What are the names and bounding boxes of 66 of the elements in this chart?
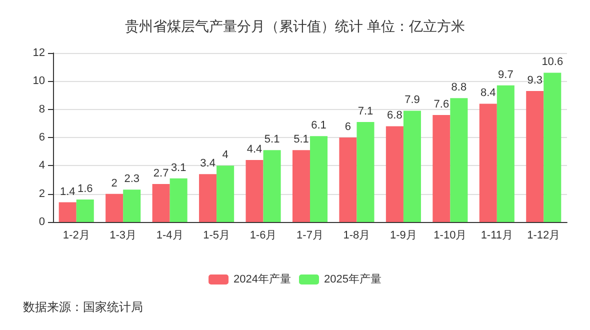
bar: [152, 184, 170, 222]
y-tick-label: 0: [38, 216, 45, 228]
x-tick-label: 1-11月: [480, 230, 514, 242]
data-label: 2: [111, 177, 118, 190]
bar: [76, 199, 94, 222]
y-tick-label: 2: [38, 188, 45, 200]
data-label: 3.1: [170, 162, 186, 174]
x-tick-label: 1-8月: [343, 230, 370, 242]
data-label: 1.4: [60, 186, 76, 198]
bar: [339, 138, 357, 222]
bar: [544, 72, 562, 222]
data-label: 9.7: [498, 68, 514, 81]
data-label: 6: [344, 121, 352, 133]
bar: [526, 91, 544, 222]
bar: [170, 178, 188, 222]
legend-label: 2024年产量: [234, 272, 292, 286]
x-tick-label: 1-12月: [527, 230, 560, 242]
y-tick-label: 8: [38, 103, 45, 116]
bar: [356, 122, 374, 222]
legend-label: 2025年产量: [324, 272, 382, 286]
x-tick-label: 1-4月: [156, 230, 184, 242]
data-label: 3.4: [200, 158, 216, 170]
x-tick-label: 1-9月: [390, 230, 417, 242]
x-tick-label: 1-7月: [296, 230, 324, 242]
bar: [58, 202, 76, 222]
chart-title: 贵州省煤层气产量分月（累计值）统计 单位：亿立方米: [125, 18, 465, 34]
bar: [199, 174, 217, 222]
data-label: 7.1: [358, 106, 374, 118]
data-label: 4.4: [246, 144, 262, 156]
bar: [496, 85, 514, 222]
data-label: 5.1: [264, 134, 280, 146]
x-tick-label: 1-10月: [434, 230, 467, 242]
x-tick-label: 1-5月: [203, 230, 230, 242]
bar: [450, 98, 468, 222]
bar: [216, 166, 234, 222]
bar: [246, 160, 264, 222]
data-label: 2.7: [153, 167, 169, 180]
bar: [292, 150, 310, 222]
data-label: 6.1: [311, 120, 326, 132]
x-tick-label: 1-6月: [250, 230, 277, 242]
bar: [403, 110, 421, 222]
data-label: 8.4: [480, 87, 496, 100]
bar: [263, 150, 281, 222]
data-label: 8.8: [451, 82, 467, 94]
data-label: 6.8: [387, 110, 402, 122]
data-label: 5.1: [294, 134, 309, 146]
bar: [386, 126, 404, 222]
bar: [106, 194, 124, 222]
x-tick-label: 1-2月: [62, 230, 90, 242]
data-label: 7.9: [404, 94, 420, 106]
y-tick-label: 4: [38, 160, 45, 172]
data-label: 7.6: [434, 98, 450, 110]
data-label: 10.6: [542, 56, 564, 68]
y-tick-label: 12: [32, 47, 45, 59]
bar: [123, 190, 141, 222]
x-tick-label: 1-3月: [110, 230, 137, 242]
source-note: 数据来源：国家统计局: [23, 300, 143, 314]
data-label: 1.6: [77, 182, 93, 195]
data-label: 2.3: [124, 173, 140, 186]
y-tick-label: 10: [32, 75, 45, 88]
bar: [479, 104, 497, 222]
data-label: 4: [222, 149, 228, 162]
y-tick-label: 6: [38, 132, 45, 144]
data-label: 9.3: [527, 74, 543, 87]
bar: [310, 136, 328, 222]
bar: [432, 114, 450, 222]
